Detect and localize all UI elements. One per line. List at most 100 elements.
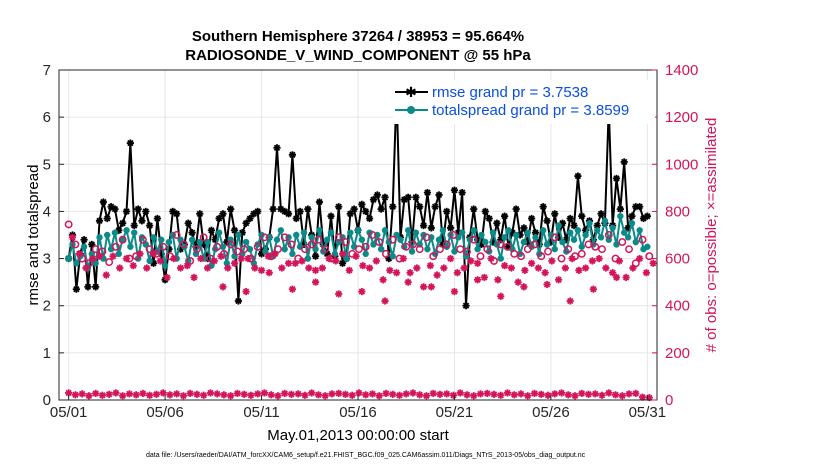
data-point: [224, 264, 232, 272]
data-point: [382, 389, 390, 397]
data-point-possible: [240, 245, 249, 254]
data-point: [427, 283, 435, 291]
asterisk-stroke: [99, 392, 106, 399]
data-point: [80, 236, 88, 244]
data-point: [649, 259, 657, 267]
asterisk-stroke: [72, 391, 79, 398]
asterisk-stroke: [241, 391, 248, 398]
asterisk-stroke: [463, 391, 471, 398]
data-point: [146, 257, 153, 265]
data-point: [595, 254, 603, 263]
data-point: [570, 221, 578, 230]
y-right-tick-label: 200: [665, 345, 690, 362]
data-point: [458, 188, 466, 197]
asterisk-stroke: [111, 205, 119, 213]
data-point: [392, 269, 401, 277]
data-point: [132, 391, 140, 399]
data-point: [104, 231, 111, 239]
data-point: [242, 287, 250, 296]
series-3: [68, 233, 657, 291]
data-point: [119, 392, 127, 400]
asterisk-stroke: [404, 278, 412, 286]
data-point: [512, 205, 520, 213]
asterisk-stroke: [170, 255, 177, 262]
data-point: [352, 252, 360, 260]
data-point: [219, 243, 227, 250]
data-point: [281, 389, 289, 397]
data-point-possible: [78, 254, 87, 263]
data-point: [399, 254, 407, 263]
data-point: [636, 203, 644, 211]
data-point: [413, 264, 421, 272]
data-point: [193, 390, 201, 398]
data-point: [314, 391, 323, 399]
asterisk-stroke: [370, 196, 377, 203]
data-point: [251, 264, 259, 272]
asterisk-stroke: [271, 250, 279, 258]
asterisk-stroke: [246, 215, 254, 222]
asterisk-stroke: [568, 255, 576, 262]
data-point: [161, 262, 169, 269]
asterisk-stroke: [265, 253, 272, 260]
data-point-possible: [645, 252, 654, 261]
data-point: [362, 391, 370, 399]
data-point-possible: [476, 252, 485, 261]
asterisk-stroke: [268, 391, 275, 398]
data-point: [449, 391, 458, 399]
data-point: [440, 264, 448, 272]
data-point: [450, 186, 459, 194]
data-point: [173, 210, 181, 218]
asterisk-stroke: [224, 264, 231, 272]
series-layer: [64, 87, 657, 402]
asterisk-stroke: [328, 390, 336, 398]
asterisk-stroke: [574, 172, 582, 180]
asterisk-stroke: [82, 264, 90, 272]
asterisk-stroke: [628, 212, 636, 220]
data-point: [497, 255, 504, 262]
data-point: [146, 221, 154, 230]
data-point: [173, 390, 181, 398]
data-point: [264, 252, 272, 260]
data-point: [617, 212, 624, 220]
y-right-tick-label: 400: [665, 298, 690, 315]
data-point: [284, 259, 293, 267]
data-point: [564, 391, 572, 399]
asterisk-stroke: [404, 194, 412, 201]
data-point: [301, 391, 309, 399]
asterisk-stroke: [335, 290, 342, 298]
asterisk-stroke: [73, 286, 80, 293]
data-point: [381, 193, 389, 201]
data-point: [149, 250, 158, 258]
data-point-possible: [429, 252, 438, 261]
asterisk-stroke: [543, 281, 551, 288]
data-point: [134, 205, 142, 213]
data-point-possible: [233, 247, 242, 256]
data-point-possible: [280, 233, 289, 242]
asterisk-stroke: [382, 390, 390, 397]
data-point: [170, 254, 178, 263]
y-axis-right: 0 200 400 600 800 1000 1200 1400: [652, 62, 698, 409]
asterisk-stroke: [412, 194, 420, 201]
data-point: [321, 392, 329, 400]
asterisk-stroke: [639, 393, 646, 401]
data-point: [551, 390, 559, 398]
data-point: [433, 271, 441, 279]
data-point: [169, 207, 177, 216]
asterisk-stroke: [625, 390, 633, 398]
asterisk-stroke: [393, 269, 400, 276]
data-point: [609, 224, 616, 232]
asterisk-stroke: [484, 390, 491, 397]
asterisk-stroke: [636, 255, 643, 262]
data-point: [644, 243, 651, 250]
data-point: [372, 257, 380, 265]
asterisk-stroke: [517, 390, 525, 398]
asterisk-stroke: [235, 297, 242, 305]
asterisk-stroke: [234, 390, 241, 397]
data-point: [347, 229, 354, 236]
data-point: [82, 264, 90, 272]
asterisk-stroke: [508, 264, 515, 272]
asterisk-stroke: [185, 220, 192, 227]
data-point: [346, 210, 354, 218]
data-point: [365, 214, 374, 223]
data-point: [219, 210, 227, 218]
